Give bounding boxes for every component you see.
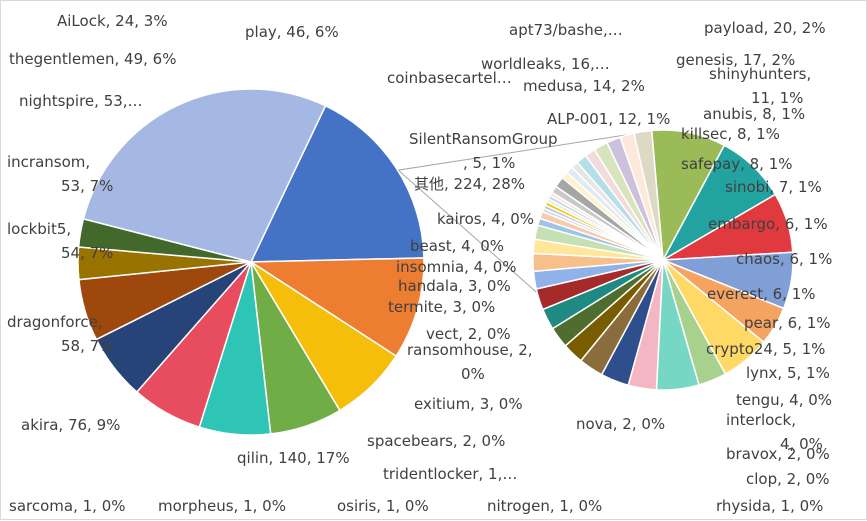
data-label-sinobi: sinobi, 7, 1% xyxy=(725,178,822,196)
data-label-dragonforce: dragonforce, 58, 7% xyxy=(7,313,113,355)
data-label-qilin: qilin, 140, 17% xyxy=(237,449,350,467)
data-label-genesis: genesis, 17, 2% xyxy=(676,51,795,69)
data-label-beast: beast, 4, 0% xyxy=(410,237,504,255)
data-label-apt73-bashe: apt73/bashe,… xyxy=(509,21,623,39)
data-label-lockbit5: lockbit5, 54, 7% xyxy=(7,220,113,262)
data-label-spacebears: spacebears, 2, 0% xyxy=(367,432,505,450)
data-label-nova: nova, 2, 0% xyxy=(576,415,665,433)
data-label-handala: handala, 3, 0% xyxy=(398,277,511,295)
data-label-play: play, 46, 6% xyxy=(245,23,339,41)
data-label-ailock: AiLock, 24, 3% xyxy=(57,12,168,30)
data-label-nightspire: nightspire, 53,… xyxy=(19,92,143,110)
data-label-safepay: safepay, 8, 1% xyxy=(681,155,793,173)
data-label-thegentlemen: thegentlemen, 49, 6% xyxy=(9,50,176,68)
data-label-termite: termite, 3, 0% xyxy=(388,298,495,316)
data-label-akira: akira, 76, 9% xyxy=(21,416,120,434)
data-label-silentransomgroup: SilentRansomGroup, 5, 1% xyxy=(409,130,558,172)
data-label-embargo: embargo, 6, 1% xyxy=(708,215,828,233)
data-label-everest: everest, 6, 1% xyxy=(707,285,816,303)
data-label-tengu: tengu, 4, 0% xyxy=(736,391,832,409)
data-label-clop: clop, 2, 0% xyxy=(746,470,830,488)
data-label-other: 其他, 224, 28% xyxy=(414,175,525,193)
main-slice-qilin xyxy=(249,104,425,263)
data-label-sarcoma: sarcoma, 1, 0% xyxy=(9,497,125,515)
data-label-anubis: anubis, 8, 1% xyxy=(703,105,805,123)
data-label-coinbasecartel: coinbasecartel… xyxy=(387,69,512,87)
data-label-exitium: exitium, 3, 0% xyxy=(414,395,523,413)
data-label-nitrogen: nitrogen, 1, 0% xyxy=(487,497,602,515)
data-label-shinyhunters: shinyhunters, 11, 1% xyxy=(709,65,811,107)
data-label-chaos: chaos, 6, 1% xyxy=(736,250,832,268)
main-slice-akira xyxy=(248,257,425,358)
data-label-ransomhouse: ransomhouse, 2, 0% xyxy=(407,341,533,383)
secondary-pie xyxy=(532,129,794,391)
data-label-bravox: bravox, 2, 0% xyxy=(726,445,830,463)
data-label-pear: pear, 6, 1% xyxy=(744,314,831,332)
data-label-osiris: osiris, 1, 0% xyxy=(337,497,429,515)
data-label-incransom: incransom, 53, 7% xyxy=(7,153,113,195)
data-label-payload: payload, 20, 2% xyxy=(704,19,826,37)
data-label-alp-001: ALP-001, 12, 1% xyxy=(547,110,670,128)
data-label-crypto24: crypto24, 5, 1% xyxy=(706,340,825,358)
sub-slice-silentransomgroup xyxy=(633,129,664,261)
data-label-lynx: lynx, 5, 1% xyxy=(746,364,830,382)
data-label-vect: vect, 2, 0% xyxy=(426,325,511,343)
data-label-worldleaks: worldleaks, 16,… xyxy=(481,55,610,73)
main-slice-other xyxy=(82,88,327,263)
data-label-morpheus: morpheus, 1, 0% xyxy=(158,497,286,515)
data-label-tridentlocker: tridentlocker, 1,… xyxy=(383,465,517,483)
data-label-interlock: interlock, 4, 0% xyxy=(726,411,823,453)
data-label-killsec: killsec, 8, 1% xyxy=(681,125,780,143)
data-label-medusa: medusa, 14, 2% xyxy=(523,77,645,95)
main-pie xyxy=(77,88,425,436)
data-label-rhysida: rhysida, 1, 0% xyxy=(716,497,823,515)
data-labels: qilin, 140, 17% akira, 76, 9% dragonforce,… xyxy=(7,12,832,515)
data-label-insomnia: insomnia, 4, 0% xyxy=(396,258,517,276)
data-label-kairos: kairos, 4, 0% xyxy=(437,210,534,228)
